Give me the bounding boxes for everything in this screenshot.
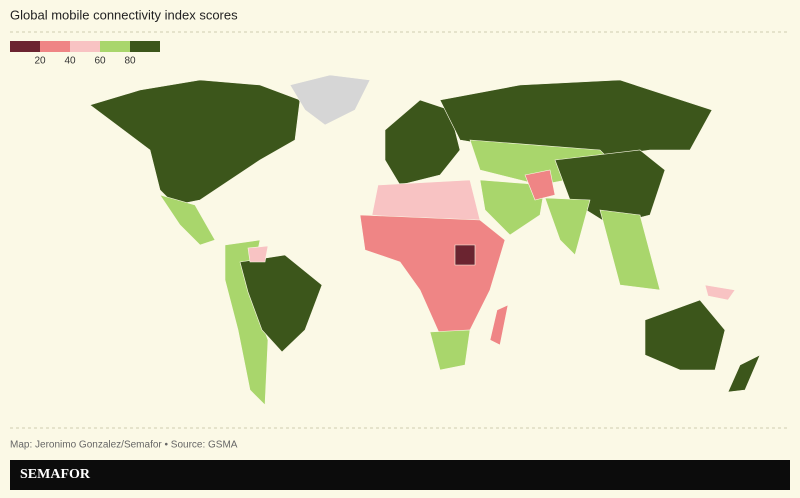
legend-swatch: [70, 41, 100, 52]
papua: [704, 284, 736, 301]
legend-swatch: [40, 41, 70, 52]
north-america: [89, 79, 301, 206]
europe: [384, 99, 461, 186]
australia: [644, 299, 726, 371]
legend-tick-label: 40: [64, 56, 76, 67]
legend-tick-label: 20: [34, 56, 46, 67]
world-map: [89, 74, 761, 406]
legend: 20 40 60 80: [10, 41, 160, 67]
india: [544, 197, 591, 256]
brazil: [239, 254, 323, 353]
brand-bar: [10, 460, 790, 490]
legend-tick-label: 80: [124, 56, 136, 67]
afghanistan-pakistan: [524, 169, 556, 201]
source: Map: Jeronimo Gonzalez/Semafor • Source:…: [10, 440, 238, 451]
madagascar: [489, 304, 509, 346]
southeast-asia: [599, 209, 661, 291]
new-zealand: [727, 354, 761, 393]
title: Global mobile connectivity index scores: [10, 7, 238, 22]
legend-swatch: [100, 41, 130, 52]
legend-swatch: [10, 41, 40, 52]
southern-africa: [429, 329, 471, 371]
legend-tick-label: 60: [94, 56, 106, 67]
greenland: [289, 74, 371, 126]
brand: SEMAFOR: [20, 467, 91, 482]
south-sudan: [454, 244, 476, 266]
central-america: [159, 194, 216, 246]
venezuela: [247, 245, 269, 263]
legend-swatch: [130, 41, 160, 52]
